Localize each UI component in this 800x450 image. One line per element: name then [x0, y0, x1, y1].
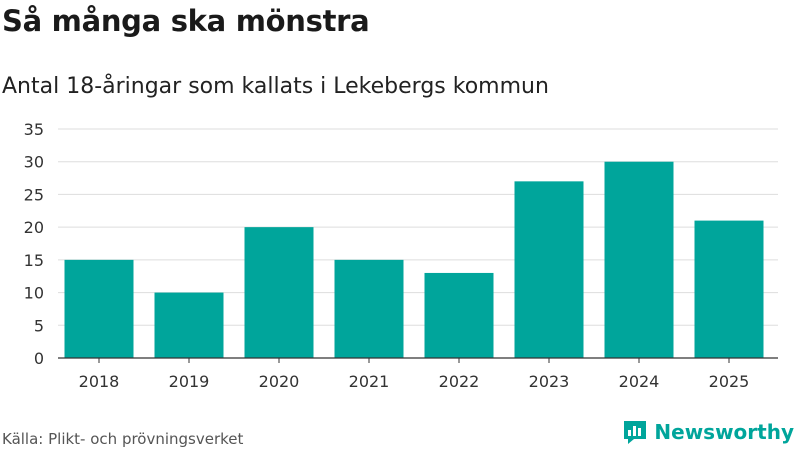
brand-logo: Newsworthy [622, 419, 794, 445]
bar [604, 161, 674, 358]
bar [514, 181, 584, 358]
y-tick-label: 25 [24, 185, 44, 204]
x-tick-label: 2018 [79, 372, 120, 391]
y-tick-label: 10 [24, 284, 44, 303]
chart-subtitle: Antal 18-åringar som kallats i Lekebergs… [2, 74, 549, 99]
bar [334, 259, 404, 358]
x-tick-label: 2019 [169, 372, 210, 391]
y-tick-label: 30 [24, 153, 44, 172]
x-tick-label: 2023 [529, 372, 570, 391]
x-tick-label: 2020 [259, 372, 300, 391]
y-tick-label: 15 [24, 251, 44, 270]
y-tick-label: 35 [24, 120, 44, 139]
x-tick-label: 2021 [349, 372, 390, 391]
brand-name: Newsworthy [654, 420, 794, 444]
bar [64, 259, 134, 358]
x-tick-label: 2024 [619, 372, 660, 391]
bar [244, 227, 314, 358]
newsworthy-logo-icon [624, 421, 647, 444]
x-tick-label: 2022 [439, 372, 480, 391]
x-tick-label: 2025 [709, 372, 750, 391]
bar [424, 272, 494, 358]
bar [154, 292, 224, 358]
y-tick-label: 0 [34, 349, 44, 368]
chart-title: Så många ska mönstra [2, 4, 370, 38]
y-tick-label: 20 [24, 218, 44, 237]
source-note: Källa: Plikt- och prövningsverket [2, 430, 244, 448]
y-tick-label: 5 [34, 316, 44, 335]
bar [694, 220, 764, 358]
